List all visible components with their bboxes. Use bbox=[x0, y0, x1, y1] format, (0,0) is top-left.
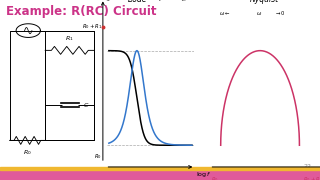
Text: $\hat{\phi}$: $\hat{\phi}$ bbox=[157, 0, 164, 4]
Text: $\log f$: $\log f$ bbox=[196, 170, 212, 179]
Text: $\omega$: $\omega$ bbox=[256, 10, 262, 17]
Text: $R_0$: $R_0$ bbox=[94, 152, 102, 161]
Text: $R_0$: $R_0$ bbox=[211, 175, 218, 180]
Bar bbox=[0, 170, 320, 180]
Text: Nyquist: Nyquist bbox=[249, 0, 279, 4]
Text: Bode: Bode bbox=[128, 0, 147, 4]
Text: $\omega\leftarrow$: $\omega\leftarrow$ bbox=[220, 10, 231, 17]
Text: $R_0$: $R_0$ bbox=[23, 148, 32, 157]
Text: $\log Z$: $\log Z$ bbox=[100, 0, 117, 3]
Text: 22: 22 bbox=[304, 164, 312, 169]
Text: $R_0 + R_1$: $R_0 + R_1$ bbox=[303, 175, 320, 180]
Text: $R_0 + R_1$: $R_0 + R_1$ bbox=[82, 22, 102, 32]
Text: Example: R(RC) Circuit: Example: R(RC) Circuit bbox=[6, 5, 157, 18]
Bar bbox=[0, 167, 320, 170]
Text: $-Z^{\prime\prime}$: $-Z^{\prime\prime}$ bbox=[176, 0, 191, 4]
Text: $\to 0$: $\to 0$ bbox=[274, 9, 285, 17]
Text: $C$: $C$ bbox=[83, 101, 89, 109]
Text: $R_1$: $R_1$ bbox=[66, 34, 74, 43]
